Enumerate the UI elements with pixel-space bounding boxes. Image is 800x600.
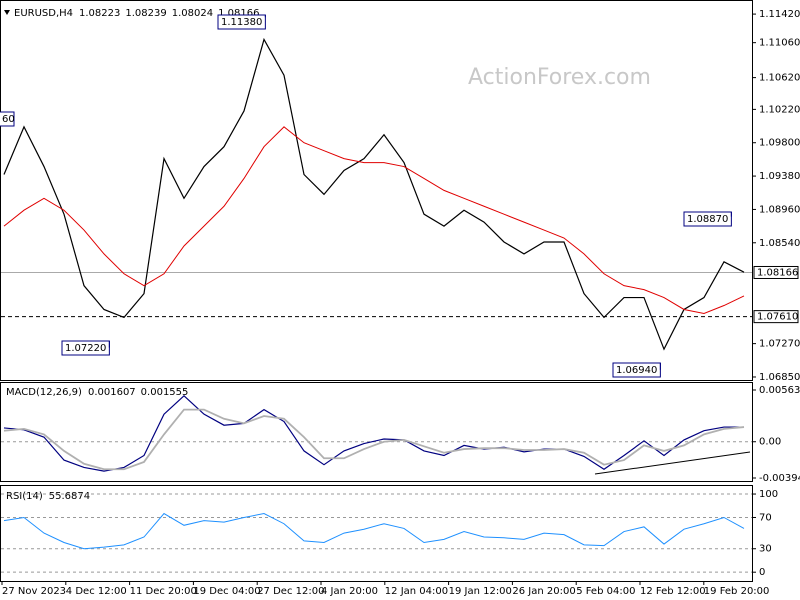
annotation-label: 1.11380 [221,17,262,28]
annotation-box [61,340,110,356]
last-price-label: 1.08166 [757,267,798,278]
y-tick-label: 1.06850 [759,372,800,383]
y-tick-label: -0.003949 [759,473,800,484]
series-line [3,37,745,351]
y-tick-label: 1.09800 [759,138,800,149]
annotation-label: 1.08870 [687,214,728,225]
y-tick-label: 1.08960 [759,204,800,215]
annotation-box [683,211,732,227]
rsi-panel [0,485,753,582]
series-line [3,126,745,314]
level-label-box [753,310,799,324]
header-value: 0.001607 [88,387,136,398]
x-tick-label: 5 Feb 04:00 [576,586,635,597]
y-tick-label: 1.10620 [759,73,800,84]
x-tick-label: 12 Jan 04:00 [385,586,448,597]
annotation-label: 1.07220 [65,343,106,354]
y-tick-label: 1.10220 [759,104,800,115]
y-tick-label: 0.00 [759,437,781,448]
panel-title: RSI(14) [6,491,43,502]
x-tick-label: 26 Jan 20:00 [512,586,575,597]
y-tick-label: 30 [759,544,772,555]
x-tick-label: 4 Jan 20:00 [321,586,378,597]
series-line [3,395,744,472]
series-line [3,408,745,471]
x-tick-label: 27 Nov 2023 [2,586,66,597]
x-tick-label: 19 Jan 12:00 [449,586,512,597]
y-tick-label: 70 [759,512,772,523]
x-tick-label: 27 Dec 12:00 [257,586,324,597]
y-tick-label: 1.09380 [759,171,800,182]
y-tick-label: 1.07270 [759,339,800,350]
x-tick-label: 12 Feb 12:00 [640,586,706,597]
x-tick-label: 19 Dec 04:00 [193,586,260,597]
header-value: 1.08166 [218,8,259,19]
header-value: 1.08024 [172,8,213,19]
panel-title: EURUSD,H4 [14,8,73,19]
x-tick-label: 19 Feb 20:00 [704,586,770,597]
macd-panel [0,382,753,482]
series-line [3,512,745,550]
x-tick-label: 4 Dec 12:00 [66,586,127,597]
header-value: 1.08239 [125,8,166,19]
panel-title: MACD(12,26,9) [6,387,82,398]
symbol-arrow [4,10,10,15]
y-tick-label: 1.11420 [759,9,800,20]
annotation-box [217,14,266,30]
main-panel [0,0,753,381]
trend-line [594,451,751,475]
last-price-box [753,265,799,279]
y-tick-label: 100 [759,489,778,500]
annotation-label: 1.06940 [616,365,657,376]
x-tick-label: 11 Dec 20:00 [130,586,197,597]
annotation-box [612,362,661,378]
header-value: 1.08223 [79,8,120,19]
y-tick-label: 0 [759,567,765,578]
header-value: 0.001555 [141,387,189,398]
level-label: 1.07610 [757,312,798,323]
y-tick-label: 0.005635 [759,385,800,396]
watermark: ActionForex.com [468,65,651,90]
cut-label-box [0,111,15,127]
y-tick-label: 1.08540 [759,238,800,249]
y-tick-label: 1.11060 [759,38,800,49]
header-value: 55.6874 [49,491,90,502]
cut-label: 60 [2,114,15,125]
